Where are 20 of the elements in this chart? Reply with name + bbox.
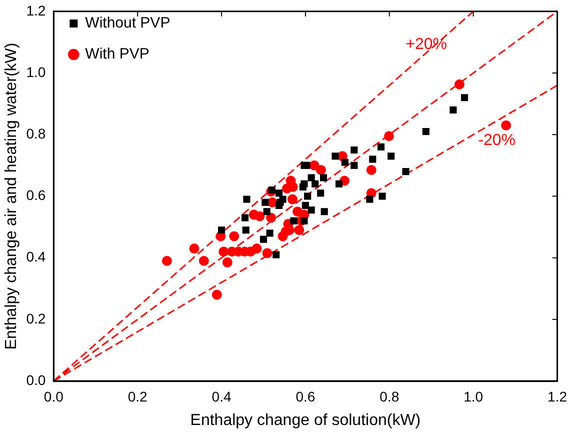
legend-label: With PVP xyxy=(85,46,150,63)
x-tick-label: 0.0 xyxy=(44,388,64,404)
x-axis-title: Enthalpy change of solution(kW) xyxy=(190,412,421,429)
x-tick-label: 0.8 xyxy=(380,388,400,404)
annotation: -20% xyxy=(478,132,516,150)
y-tick-label: 1.0 xyxy=(26,64,46,80)
x-tick-label: 0.4 xyxy=(212,388,232,404)
y-axis-title: Enthalpy change air and heating water(kW) xyxy=(3,42,20,350)
y-tick-label: 0.4 xyxy=(26,248,46,265)
x-tick-label: 1.0 xyxy=(464,388,484,404)
y-tick-label: 0.8 xyxy=(26,125,46,142)
x-tick-label: 0.6 xyxy=(296,388,316,404)
x-tick-label: 1.2 xyxy=(548,388,568,404)
y-tick-label: 0.6 xyxy=(26,187,46,204)
x-tick-label: 0.2 xyxy=(128,388,148,404)
y-tick-label: 0.2 xyxy=(26,310,46,326)
legend-label: Without PVP xyxy=(85,14,170,32)
y-tick-label: 0.0 xyxy=(26,372,46,388)
y-tick-label: 1.2 xyxy=(26,2,46,18)
annotation: +20% xyxy=(406,36,448,54)
